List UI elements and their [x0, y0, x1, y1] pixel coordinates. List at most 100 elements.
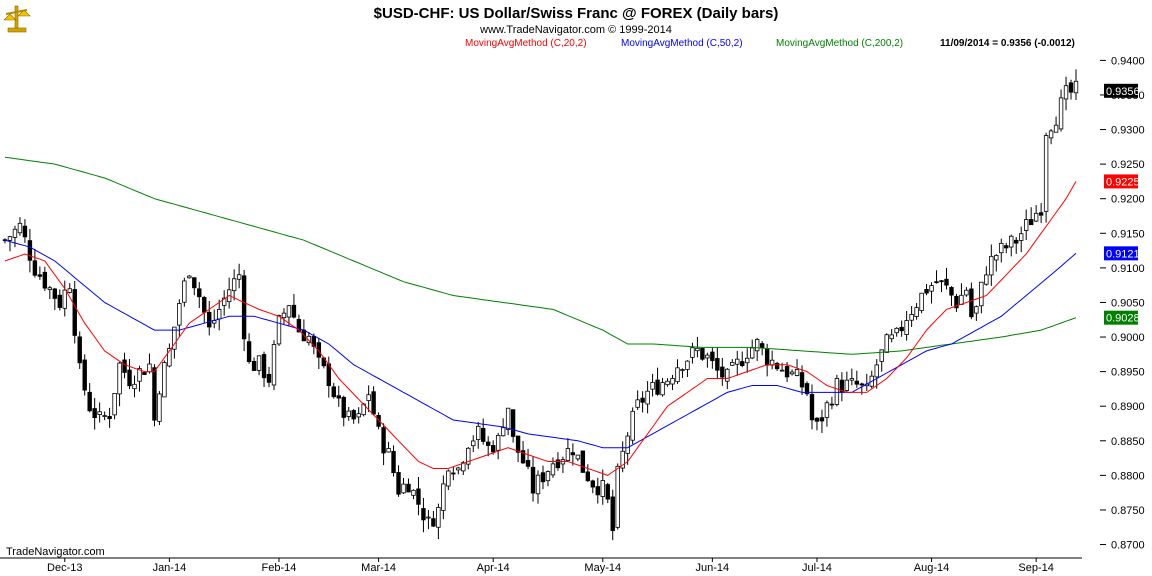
candlestick-series	[2, 69, 1079, 541]
candle	[346, 406, 351, 421]
y-tick-label: 0.9100	[1111, 263, 1145, 275]
candle-body	[391, 450, 396, 474]
candle-body	[570, 452, 576, 456]
candle	[919, 292, 924, 314]
candle	[650, 373, 655, 397]
candle	[92, 397, 97, 430]
candle-body	[231, 278, 237, 292]
candle-body	[585, 471, 591, 482]
x-tick-label: Jan-14	[153, 562, 187, 574]
candle-body	[530, 466, 536, 494]
candle	[466, 447, 471, 470]
candle-body	[520, 450, 526, 464]
candle	[754, 337, 760, 361]
candle-body	[256, 355, 262, 371]
candle	[107, 407, 112, 428]
candle-body	[7, 236, 13, 241]
candle	[565, 438, 571, 462]
candle	[17, 217, 23, 236]
candle	[396, 465, 401, 497]
candle	[147, 353, 152, 374]
candle	[939, 279, 944, 293]
candle-body	[849, 378, 855, 381]
candle-body	[296, 319, 302, 333]
candle-body	[660, 382, 665, 396]
candle-body	[77, 336, 82, 364]
candle	[685, 360, 690, 377]
candle-body	[246, 341, 252, 363]
candle-body	[1038, 212, 1044, 216]
candle	[117, 361, 122, 407]
candle	[47, 285, 53, 300]
candle	[784, 362, 790, 382]
candle	[426, 509, 431, 530]
x-tick-label: May-14	[584, 562, 621, 574]
candle-body	[525, 460, 531, 467]
candle	[406, 478, 411, 493]
candle-body	[959, 294, 964, 305]
ma20-line	[4, 181, 1077, 476]
candle-body	[251, 361, 257, 371]
candle	[814, 417, 820, 431]
price-tag-label: 0.9356	[1106, 86, 1140, 98]
candle-body	[829, 403, 835, 406]
candle-body	[406, 483, 411, 493]
candle	[964, 287, 969, 297]
candle	[824, 400, 830, 427]
candle-body	[221, 297, 227, 306]
candle-body	[1068, 82, 1074, 93]
candle-body	[286, 305, 292, 318]
candle	[615, 463, 620, 530]
candle-body	[784, 366, 790, 378]
candle	[924, 283, 929, 296]
candle	[207, 301, 212, 336]
candle	[515, 435, 521, 463]
candle	[745, 348, 750, 373]
candle	[296, 314, 302, 333]
candle	[102, 411, 107, 421]
candle	[57, 289, 62, 311]
candle-body	[665, 380, 670, 386]
candle-body	[590, 480, 596, 488]
candle-body	[954, 295, 959, 309]
candle-body	[102, 415, 107, 417]
candle	[1073, 69, 1079, 101]
ma200-line	[4, 156, 1077, 355]
candle	[1014, 237, 1019, 254]
candle	[226, 277, 232, 309]
candle	[854, 370, 860, 388]
candle	[844, 371, 850, 393]
candle	[625, 432, 630, 465]
candle-body	[1043, 135, 1049, 212]
last-quote: 11/09/2014 = 0.9356 (-0.0012)	[940, 38, 1075, 49]
candle	[236, 263, 242, 289]
candle-body	[779, 369, 785, 372]
candle	[1053, 116, 1059, 133]
candle	[481, 418, 486, 445]
candle-body	[934, 281, 939, 284]
moving-average-lines	[4, 156, 1077, 476]
candle-body	[187, 275, 192, 279]
candle	[490, 440, 496, 455]
candle	[984, 266, 989, 286]
candle	[251, 357, 257, 371]
candle-body	[197, 288, 202, 298]
candle-body	[127, 369, 132, 387]
candle-body	[381, 427, 386, 454]
candle-body	[879, 349, 884, 362]
candle-body	[555, 459, 561, 469]
candle	[451, 466, 456, 481]
candle-body	[809, 394, 815, 421]
candle	[122, 352, 127, 379]
candle-body	[640, 397, 645, 403]
candle	[421, 497, 426, 533]
candle-body	[834, 378, 840, 405]
candle	[675, 359, 680, 384]
candle-body	[750, 347, 755, 359]
price-tags: 0.9356 0.9225 0.9121 0.9028	[1104, 83, 1140, 325]
candle	[42, 266, 48, 291]
candle-body	[37, 274, 43, 277]
candle-body	[346, 410, 351, 417]
candle	[974, 305, 979, 321]
candle	[197, 282, 202, 308]
